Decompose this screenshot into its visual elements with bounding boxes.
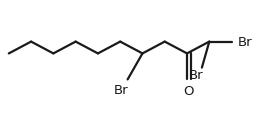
Text: O: O [184, 85, 194, 98]
Text: Br: Br [188, 69, 203, 82]
Text: Br: Br [114, 84, 129, 97]
Text: Br: Br [238, 36, 252, 49]
